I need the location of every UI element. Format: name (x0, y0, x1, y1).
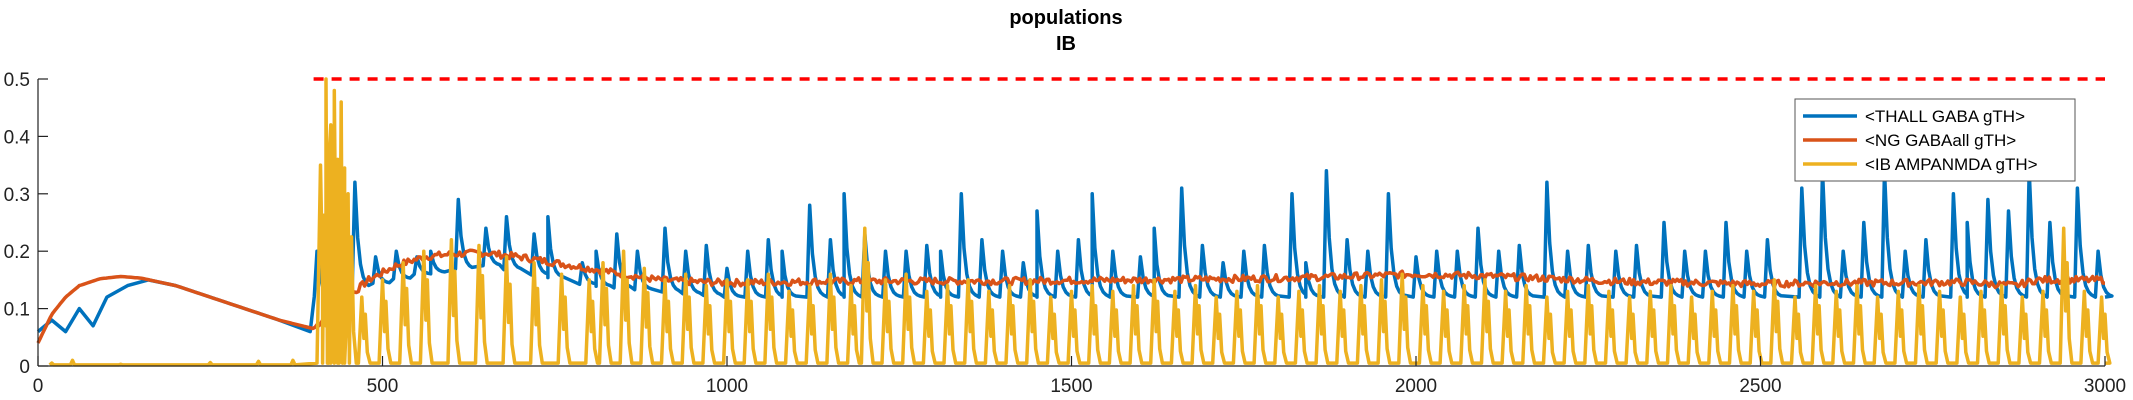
y-tick-label: 0.4 (4, 127, 31, 148)
plot-area (36, 77, 2114, 367)
x-tick-label: 1500 (1050, 376, 1092, 397)
legend-label: <THALL GABA gTH> (1865, 107, 2025, 126)
chart-title: populations (1009, 7, 1122, 29)
y-tick-label: 0 (19, 357, 30, 378)
legend: <THALL GABA gTH> <NG GABAall gTH> <IB AMPA… (1794, 98, 2076, 182)
series-line-0 (36, 169, 2114, 334)
x-tick-label: 2500 (1739, 376, 1781, 397)
legend-label: <NG GABAall gTH> (1865, 131, 2016, 150)
x-tick-label: 500 (367, 376, 399, 397)
legend-label: <IB AMPANMDA gTH> (1865, 155, 2038, 174)
y-tick-label: 0.3 (4, 185, 30, 206)
x-tick-label: 2000 (1395, 376, 1437, 397)
y-tick-label: 0.5 (4, 70, 30, 91)
series-line-2 (48, 77, 2112, 367)
x-tick-label: 3000 (2084, 376, 2126, 397)
x-tick-label: 0 (33, 376, 44, 397)
y-tick-label: 0.2 (4, 242, 30, 263)
chart-subtitle: IB (1056, 33, 1076, 55)
x-tick-label: 1000 (706, 376, 748, 397)
y-tick-label: 0.1 (4, 300, 30, 321)
series-line-1 (36, 248, 2105, 344)
axes: 0 0.1 0.2 0.3 0.4 0.5 0 500 1000 1500 2000 2500 3000 (4, 70, 2127, 397)
